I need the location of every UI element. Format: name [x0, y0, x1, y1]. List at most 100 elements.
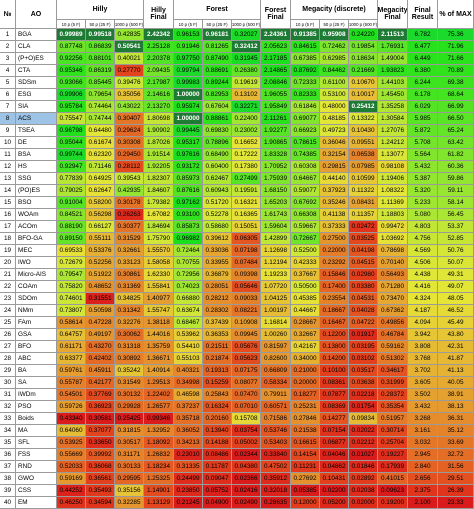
value-cell: 1.80698: [144, 113, 173, 124]
value-cell: 0.36923: [86, 401, 114, 412]
value-cell: 0.48185: [320, 113, 348, 124]
value-cell: 40.05: [438, 377, 473, 388]
value-cell: 5.387: [408, 173, 437, 184]
row-number: 37: [0, 461, 15, 472]
value-cell: 0.82600: [261, 353, 290, 364]
value-cell: 0.05002: [232, 437, 260, 448]
value-cell: 0.73807: [57, 305, 85, 316]
value-cell: 0.40321: [174, 365, 202, 376]
value-cell: 1.68150: [261, 185, 290, 196]
value-cell: 0.95317: [174, 137, 202, 148]
algorithm-name: GSA: [16, 329, 56, 340]
value-cell: 0.10100: [320, 365, 348, 376]
value-cell: 0.10599: [349, 173, 377, 184]
value-cell: 0.79911: [261, 389, 290, 400]
value-cell: 42.31: [438, 341, 473, 352]
value-cell: 0.15259: [203, 377, 231, 388]
value-cell: 0.63377: [57, 353, 85, 364]
value-cell: 0.21669: [349, 65, 377, 76]
value-cell: 0.43270: [86, 341, 114, 352]
value-cell: 48.05: [438, 293, 473, 304]
value-cell: 0.75547: [57, 113, 85, 124]
value-cell: 0.66308: [291, 209, 319, 220]
value-cell: 0.06538: [349, 149, 377, 160]
value-cell: 1.82307: [144, 173, 173, 184]
value-cell: 0.95346: [57, 65, 85, 76]
algorithm-name: SDOm: [16, 293, 56, 304]
value-cell: 2.24361: [261, 29, 290, 40]
value-cell: 0.74023: [174, 281, 202, 292]
value-cell: 0.55669: [57, 449, 85, 460]
value-cell: 0.53925: [57, 437, 85, 448]
value-cell: 6.244: [408, 77, 437, 88]
header-no: №: [0, 0, 15, 28]
value-cell: 0.37333: [320, 221, 348, 232]
value-cell: 59.11: [438, 185, 473, 196]
value-cell: 3.268: [408, 413, 437, 424]
row-number: 29: [0, 365, 15, 376]
value-cell: 0.45911: [86, 365, 114, 376]
value-cell: 0.87748: [57, 41, 85, 52]
value-cell: 0.31815: [115, 425, 143, 436]
value-cell: 0.01846: [349, 461, 377, 472]
value-cell: 0.74601: [57, 293, 85, 304]
row-number: 14: [0, 185, 15, 196]
value-cell: 1.13129: [144, 497, 173, 508]
row-number: 7: [0, 101, 15, 112]
value-cell: 0.53376: [86, 245, 114, 256]
value-cell: 0.99794: [174, 65, 202, 76]
value-cell: 0.07985: [349, 161, 377, 172]
value-cell: 0.21245: [174, 497, 202, 508]
algorithm-name: BSO: [16, 197, 56, 208]
value-cell: 0.03195: [349, 341, 377, 352]
value-cell: 0.59667: [291, 221, 319, 232]
sub-header: 1000 p (500 F): [232, 20, 260, 28]
row-number: 15: [0, 197, 15, 208]
value-cell: 0.33650: [86, 437, 114, 448]
value-cell: 1.00197: [261, 305, 290, 316]
value-cell: 0.92256: [57, 53, 85, 64]
value-cell: 0.32027: [232, 29, 260, 40]
value-cell: 2.656: [408, 473, 437, 484]
value-cell: 0.84521: [57, 209, 85, 220]
value-cell: 0.47502: [261, 461, 290, 472]
value-cell: 1.42899: [261, 233, 290, 244]
value-cell: 6.029: [408, 101, 437, 112]
value-cell: 0.72464: [174, 245, 202, 256]
value-cell: 0.79547: [57, 269, 85, 280]
value-cell: 0.60308: [291, 161, 319, 172]
value-cell: 0.51302: [378, 353, 407, 364]
row-number: 35: [0, 437, 15, 448]
value-cell: 0.23292: [320, 257, 348, 268]
value-cell: 0.03517: [349, 365, 377, 376]
value-cell: 46.52: [438, 305, 473, 316]
row-number: 23: [0, 293, 15, 304]
group-title: Hilly: [57, 0, 143, 19]
row-number: 10: [0, 137, 15, 148]
value-cell: 0.15051: [232, 221, 260, 232]
row-number: 38: [0, 473, 15, 484]
value-cell: 0.28302: [203, 305, 231, 316]
value-cell: 5.564: [408, 149, 437, 160]
value-cell: 0.09398: [232, 269, 260, 280]
value-cell: 0.16615: [291, 437, 319, 448]
algorithm-name: PSO: [16, 401, 56, 412]
value-cell: 0.02022: [349, 425, 377, 436]
algorithm-name: GWO: [16, 473, 56, 484]
value-cell: 0.32285: [115, 497, 143, 508]
value-cell: 6.782: [408, 29, 437, 40]
value-cell: 31.56: [438, 461, 473, 472]
value-cell: 0.03102: [349, 353, 377, 364]
value-cell: 2.20378: [144, 53, 173, 64]
value-cell: 1.87026: [144, 137, 173, 148]
value-cell: 0.42167: [291, 341, 319, 352]
value-cell: 0.61846: [291, 101, 319, 112]
value-cell: 1.92277: [261, 125, 290, 136]
value-cell: 0.52033: [57, 461, 85, 472]
algorithm-name: SFL: [16, 437, 56, 448]
value-cell: 0.29815: [320, 161, 348, 172]
value-cell: 1.95849: [261, 101, 290, 112]
value-cell: 0.99518: [86, 29, 114, 40]
value-cell: 0.79654: [86, 89, 114, 100]
